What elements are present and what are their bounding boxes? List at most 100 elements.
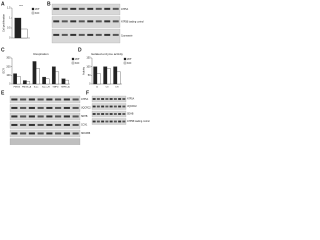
blot-band xyxy=(96,105,100,108)
y-tick-label: 1 xyxy=(9,17,11,20)
blot-band xyxy=(109,98,113,100)
bar xyxy=(113,66,118,85)
blot-strip xyxy=(91,110,127,118)
blot-band xyxy=(53,7,60,10)
blot-band xyxy=(105,105,109,108)
blot-label: ATP5A xyxy=(121,8,129,11)
blot-band xyxy=(11,106,18,109)
legend-label: KO xyxy=(127,61,132,65)
blot-band xyxy=(87,33,94,36)
y-tick-label: 150 xyxy=(86,57,91,60)
blot-label: UQCRC2 xyxy=(81,108,91,110)
blot-band xyxy=(105,113,109,115)
blot-band xyxy=(105,98,109,100)
x-tick-label: TMPD xyxy=(52,87,59,89)
blot-band xyxy=(72,106,79,109)
blot-band xyxy=(92,98,96,100)
blot-band xyxy=(46,106,53,109)
y-tick-label: 0 xyxy=(9,83,11,86)
blot-band xyxy=(37,106,44,109)
blot-band xyxy=(118,105,122,108)
blot-band xyxy=(53,33,60,36)
blot-strip xyxy=(91,95,127,103)
blot-band xyxy=(28,106,35,109)
bar xyxy=(61,78,66,85)
blot-band xyxy=(96,113,100,115)
blot-band xyxy=(53,20,60,23)
y-tick-label: 50 xyxy=(88,74,91,77)
blot-band xyxy=(28,123,35,126)
blot-label: Coomassie xyxy=(121,36,133,38)
blot-band xyxy=(72,132,79,135)
y-tick-label: 100 xyxy=(6,74,11,77)
bar xyxy=(96,73,101,85)
blot-band xyxy=(20,132,27,135)
blot-band xyxy=(11,98,18,101)
blot-band xyxy=(109,120,113,123)
blot-label: COX1 xyxy=(81,125,88,127)
blot-strip xyxy=(9,112,81,121)
blot-strip xyxy=(9,104,81,112)
bar xyxy=(116,71,121,85)
blot-band xyxy=(95,33,102,36)
y-tick-label: 200 xyxy=(6,65,11,68)
blot-band xyxy=(37,98,44,101)
y-axis-label: Cell proliferation xyxy=(3,13,6,32)
blot-band xyxy=(109,113,113,115)
blot-strip xyxy=(9,121,81,129)
blot-band xyxy=(46,115,53,118)
blot-band xyxy=(92,120,96,123)
x-tick-label: CIV xyxy=(115,87,119,89)
blot-band xyxy=(70,33,77,36)
blot-band xyxy=(92,113,96,115)
panel-letter: A xyxy=(1,1,5,7)
legend-swatch xyxy=(31,11,35,15)
blot-band xyxy=(28,98,35,101)
blot-band xyxy=(78,20,85,23)
panel-letter: B xyxy=(47,1,51,7)
blot-band xyxy=(37,132,44,135)
blot-band xyxy=(112,33,119,36)
blot-band xyxy=(61,33,68,36)
blot-band xyxy=(46,132,53,135)
blot-band xyxy=(105,120,109,123)
blot-strip xyxy=(51,3,121,16)
blot-band xyxy=(72,115,79,118)
blot-band xyxy=(61,7,68,10)
blot-band xyxy=(96,120,100,123)
bar xyxy=(65,79,69,85)
legend-label: WT xyxy=(127,57,132,61)
blot-band xyxy=(113,113,117,115)
legend-label: WT xyxy=(35,7,40,11)
blot-band xyxy=(70,7,77,10)
y-axis-label: OCR xyxy=(3,68,6,74)
blot-band xyxy=(112,20,119,23)
y-tick-label: 1.5 xyxy=(7,7,11,10)
blot-band xyxy=(95,20,102,23)
blot-band xyxy=(63,98,70,101)
blot-band xyxy=(101,98,105,100)
bar xyxy=(55,71,60,85)
legend-swatch xyxy=(71,57,75,61)
coomassie-strip xyxy=(9,138,81,145)
blot-band xyxy=(101,113,105,115)
blot-band xyxy=(72,98,79,101)
legend-swatch xyxy=(123,57,127,61)
blot-strip xyxy=(91,103,127,110)
blot-band xyxy=(113,120,117,123)
blot-band xyxy=(72,123,79,126)
blot-label: UQCRC2 xyxy=(127,106,137,108)
blot-band xyxy=(55,132,62,135)
x-tick-label: Succ+R xyxy=(42,87,50,89)
blot-strip xyxy=(9,129,81,138)
blot-band xyxy=(95,7,102,10)
blot-band xyxy=(122,113,126,115)
blot-strip xyxy=(51,16,121,28)
blot-label: ATP5B loading control xyxy=(121,21,144,24)
panel-letter: C xyxy=(1,47,5,53)
x-tick-label: PMGS+A xyxy=(22,86,32,89)
blot-band xyxy=(55,106,62,109)
blot-band xyxy=(122,98,126,100)
blot-band xyxy=(28,115,35,118)
x-tick-label: CII xyxy=(106,87,109,89)
